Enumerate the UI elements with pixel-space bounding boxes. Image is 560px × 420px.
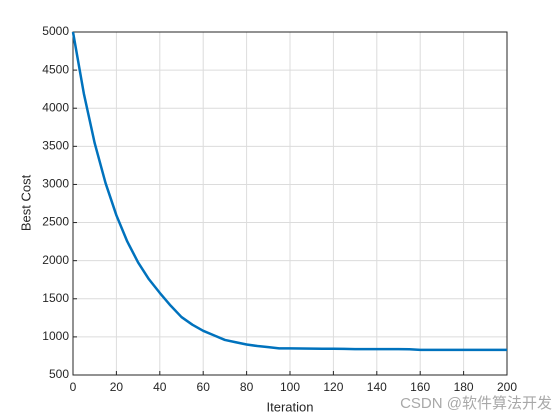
y-tick-label: 4500 xyxy=(42,62,69,76)
plot-frame xyxy=(72,31,508,376)
x-tick-label: 180 xyxy=(454,380,474,394)
y-tick-label: 1500 xyxy=(42,291,69,305)
x-tick-label: 200 xyxy=(497,380,517,394)
x-tick-label: 0 xyxy=(70,380,77,394)
x-axis-label: Iteration xyxy=(267,399,314,414)
x-tick-label: 100 xyxy=(280,380,300,394)
x-tick-label: 20 xyxy=(110,380,124,394)
y-tick-label: 5000 xyxy=(42,24,69,38)
y-tick-label: 4000 xyxy=(42,100,69,114)
x-tick-label: 140 xyxy=(367,380,387,394)
y-tick-label: 3000 xyxy=(42,177,69,191)
x-tick-label: 40 xyxy=(153,380,167,394)
watermark: CSDN @软件算法开发 xyxy=(400,394,552,412)
x-tick-label: 60 xyxy=(197,380,211,394)
y-tick-label: 2000 xyxy=(42,253,69,267)
y-tick-label: 3500 xyxy=(42,139,69,153)
y-axis-label: Best Cost xyxy=(18,174,33,231)
y-tick-label: 1000 xyxy=(42,329,69,343)
y-tick-label: 2500 xyxy=(42,215,69,229)
x-tick-label: 160 xyxy=(410,380,430,394)
y-tick-label: 500 xyxy=(49,367,69,381)
x-tick-label: 80 xyxy=(240,380,254,394)
x-tick-label: 120 xyxy=(323,380,343,394)
line xyxy=(71,31,507,352)
